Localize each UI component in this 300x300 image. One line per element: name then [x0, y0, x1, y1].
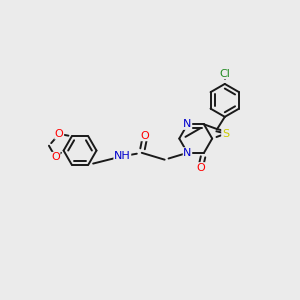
Text: N: N	[183, 119, 192, 129]
Text: O: O	[141, 131, 150, 141]
Text: O: O	[55, 129, 64, 139]
Text: O: O	[51, 152, 60, 162]
Text: Cl: Cl	[219, 69, 230, 79]
Text: S: S	[222, 129, 229, 139]
Text: O: O	[196, 163, 205, 173]
Text: NH: NH	[114, 151, 131, 161]
Text: N: N	[183, 148, 192, 158]
